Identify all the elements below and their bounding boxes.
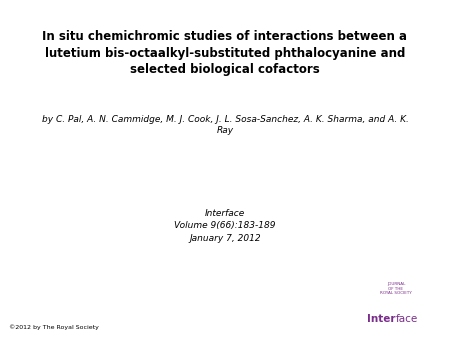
Text: Inter: Inter (368, 313, 396, 324)
Text: face: face (396, 313, 418, 324)
Text: In situ chemichromic studies of interactions between a
lutetium bis-octaalkyl-su: In situ chemichromic studies of interact… (42, 30, 408, 76)
Text: by C. Pal, A. N. Cammidge, M. J. Cook, J. L. Sosa-Sanchez, A. K. Sharma, and A. : by C. Pal, A. N. Cammidge, M. J. Cook, J… (41, 115, 409, 135)
Text: ©2012 by The Royal Society: ©2012 by The Royal Society (9, 325, 99, 330)
Text: JOURNAL
OF THE
ROYAL SOCIETY: JOURNAL OF THE ROYAL SOCIETY (380, 282, 412, 295)
Text: Interface
Volume 9(66):183-189
January 7, 2012: Interface Volume 9(66):183-189 January 7… (174, 209, 276, 243)
